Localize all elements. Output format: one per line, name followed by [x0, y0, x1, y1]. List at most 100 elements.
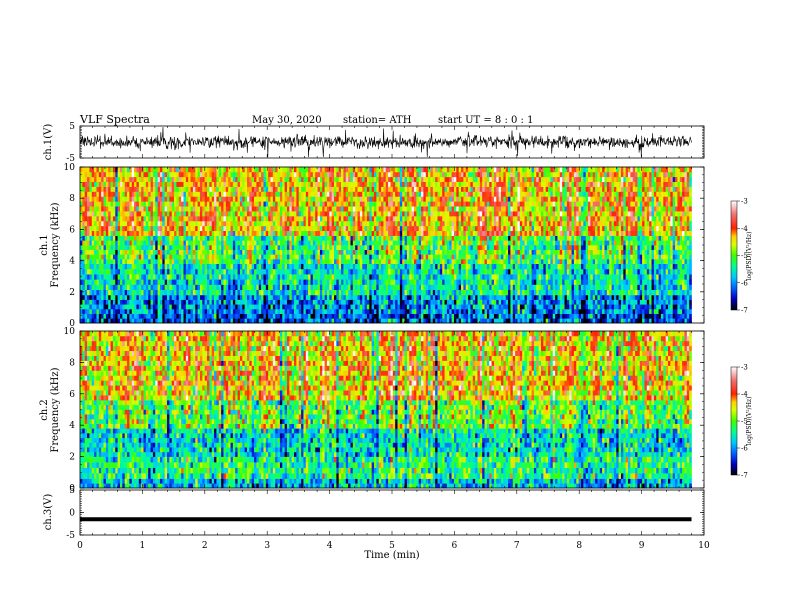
ch1-spectrogram-cell	[119, 284, 123, 291]
ch1-spectrogram-cell	[355, 284, 358, 291]
ch1-spectrogram-cell	[453, 313, 457, 319]
ch1-spectrogram-cell	[244, 299, 248, 305]
ch1-spectrogram-cell	[611, 294, 615, 300]
ch1-spectrogram-cell	[597, 245, 601, 250]
ch1-spectrogram-cell	[620, 313, 624, 319]
ch1-spectrogram-cell	[329, 240, 332, 246]
ch1-spectrogram-cell	[651, 318, 655, 324]
ch1-spectrogram-cell	[319, 294, 323, 300]
ch1-spectrogram-cell	[305, 245, 309, 250]
ch1-spectrogram-cell	[148, 279, 151, 285]
ch1-spectrogram-cell	[87, 254, 90, 260]
ch1-spectrogram-cell	[246, 313, 250, 319]
ch1-spectrogram-cell	[425, 249, 429, 255]
ch1-spectrogram-cell	[421, 299, 424, 305]
ch1-spectrogram-cell	[167, 254, 170, 260]
ch1-spectrogram-cell	[635, 240, 638, 246]
ch1-spectrogram-cell	[362, 259, 365, 265]
ch1-spectrogram-cell	[456, 313, 459, 319]
ch1-spectrogram-cell	[381, 313, 384, 319]
ch1-spectrogram-cell	[357, 249, 361, 255]
ch1-spectrogram-cell	[458, 304, 462, 310]
ch1-spectrogram-cell	[378, 279, 382, 285]
ch1-spectrogram-cell	[463, 274, 467, 280]
ch1-spectrogram-cell	[112, 313, 116, 319]
ch1-spectrogram-cell	[141, 299, 144, 305]
ch1-spectrogram-cell	[110, 313, 114, 319]
ch1-spectrogram-cell	[428, 294, 431, 300]
ch1-spectrogram-cell	[665, 304, 669, 310]
ch1-spectrogram-cell	[656, 294, 659, 300]
ch1-spectrogram-cell	[275, 235, 278, 241]
ch1-spectrogram-cell	[439, 308, 443, 314]
ch1-spectrogram-cell	[644, 254, 648, 260]
ch1-spectrogram-cell	[604, 289, 608, 296]
ch1-spectrogram-cell	[211, 235, 215, 241]
ch1-spectrogram-cell	[134, 279, 137, 285]
ch1-spectrogram-cell	[190, 249, 194, 255]
ch1-spectrogram-cell	[571, 268, 575, 275]
ch1-spectrogram-cell	[350, 259, 354, 265]
ch1-spectrogram-cell	[449, 299, 452, 305]
ch1-spectrogram-cell	[119, 289, 123, 296]
ch1-spectrogram-cell	[298, 254, 302, 260]
ch1-spectrogram-cell	[115, 289, 118, 296]
ch1-spectrogram-cell	[178, 254, 182, 260]
ch1-spectrogram-cell	[96, 294, 100, 300]
ch1-spectrogram-cell	[268, 240, 271, 246]
ch1-spectrogram-cell	[536, 304, 539, 310]
ch1-spectrogram-cell	[390, 259, 394, 265]
ch1-spectrogram-cell	[374, 254, 377, 260]
ch1-spectrogram-cell	[82, 304, 85, 310]
ch1-spectrogram-cell	[653, 313, 657, 319]
ch1-spectrogram-cell	[435, 249, 438, 255]
ch1-spectrogram-cell	[270, 268, 274, 275]
ch1-spectrogram-cell	[679, 263, 683, 270]
ch1-spectrogram-cell	[524, 289, 528, 296]
ch1-spectrogram-cell	[366, 263, 370, 270]
ch1-spectrogram-cell	[188, 245, 191, 250]
ch1-spectrogram-cell	[341, 254, 344, 260]
ch1-spectrogram-cell	[279, 259, 283, 265]
ch1-spectrogram-cell	[169, 235, 173, 241]
ch1-spectrogram-cell	[289, 274, 292, 280]
ch1-spectrogram-cell	[597, 284, 601, 291]
ch1-spectrogram-cell	[127, 240, 130, 246]
ch1-spectrogram-cell	[625, 308, 629, 314]
ch1-spectrogram-cell	[479, 240, 483, 246]
ch1-spectrogram-cell	[489, 289, 492, 296]
ch1-spectrogram-cell	[465, 284, 469, 291]
ch1-spectrogram-cell	[437, 304, 441, 310]
ch1-spectrogram-cell	[531, 284, 535, 291]
ch1-spectrogram-cell	[178, 240, 182, 246]
ch1-spectrogram-cell	[119, 230, 123, 236]
ch1-spectrogram-cell	[275, 274, 278, 280]
ch1-waveform-y-tick-label: 5	[69, 122, 75, 132]
ch1-spectrogram-cell	[352, 235, 356, 241]
ch1-spectrogram-cell	[613, 304, 617, 310]
ch1-spectrogram-cell	[279, 249, 283, 255]
ch1-spectrogram-cell	[122, 304, 125, 310]
ch1-spectrogram-cell	[496, 279, 499, 285]
ch1-spectrogram-cell	[310, 313, 314, 319]
ch1-spectrogram-cell	[625, 245, 629, 250]
ch1-spectrogram-cell	[181, 240, 184, 246]
ch1-spectrogram-cell	[446, 318, 450, 324]
ch1-spectrogram-cell	[159, 294, 163, 300]
ch1-spectrogram-cell	[620, 249, 624, 255]
ch1-spectrogram-cell	[397, 304, 401, 310]
ch1-spectrogram-cell	[296, 235, 300, 241]
ch1-spectrogram-cell	[465, 254, 469, 260]
ch1-spectrogram-cell	[649, 308, 652, 314]
ch1-spectrogram-cell	[628, 240, 631, 246]
ch1-spectrogram-cell	[275, 284, 278, 291]
ch1-spectrogram-cell	[178, 268, 182, 275]
ch1-spectrogram-cell	[569, 308, 572, 314]
ch1-spectrogram-cell	[533, 284, 537, 291]
ch1-spectrogram-cell	[80, 274, 83, 280]
ch1-spectrogram-cell	[315, 240, 318, 246]
ch1-spectrogram-cell	[129, 289, 133, 296]
ch1-spectrogram-cell	[392, 268, 396, 275]
ch1-spectrogram-cell	[112, 274, 116, 280]
ch1-spectrogram-cell	[585, 268, 589, 275]
